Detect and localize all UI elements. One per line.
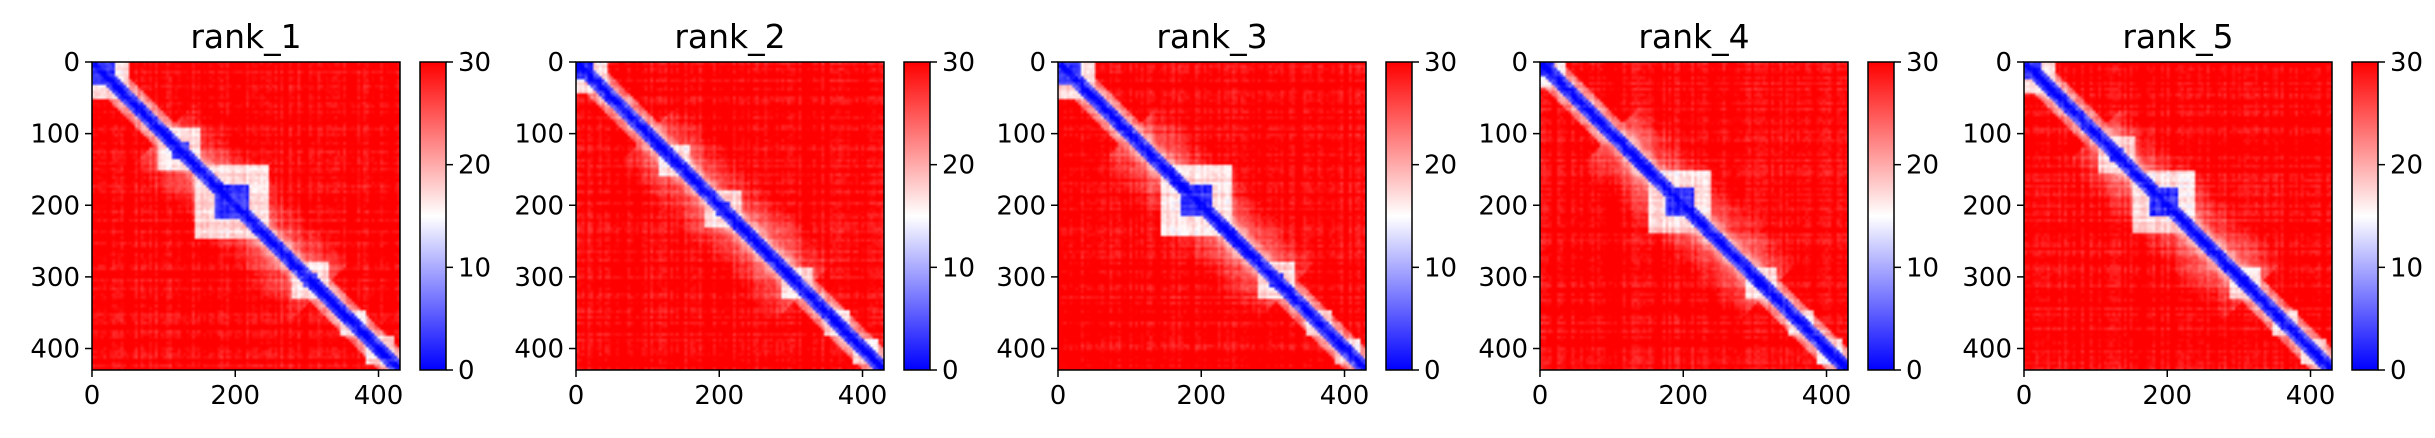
y-tick-label: 300 <box>514 263 564 293</box>
colorbar-tick-label: 20 <box>458 151 491 181</box>
colorbar <box>2351 61 2379 371</box>
x-tick-label: 0 <box>1050 381 1067 411</box>
x-tick-label: 0 <box>1532 381 1549 411</box>
x-tick-label: 200 <box>2142 381 2192 411</box>
colorbar-tick-label: 10 <box>1906 253 1939 283</box>
x-tick-label: 400 <box>1802 381 1852 411</box>
y-tick-label: 100 <box>996 120 1046 150</box>
x-tick-label: 400 <box>1320 381 1370 411</box>
colorbar-tick-label: 0 <box>458 356 475 386</box>
colorbar <box>903 61 931 371</box>
y-tick-label: 100 <box>30 120 80 150</box>
y-tick-label: 0 <box>1511 48 1528 78</box>
x-tick-label: 200 <box>694 381 744 411</box>
colorbar-tick-label: 30 <box>1424 48 1457 78</box>
axes-frame <box>1539 61 1849 371</box>
x-tick-label: 0 <box>84 381 101 411</box>
x-tick-label: 200 <box>1658 381 1708 411</box>
heatmap-cells <box>2024 62 2332 370</box>
colorbar-tick-label: 30 <box>942 48 975 78</box>
colorbar-tick-label: 0 <box>2390 356 2407 386</box>
panel-title: rank_1 <box>190 17 301 56</box>
heatmap-cells <box>1540 62 1848 370</box>
axes-frame <box>575 61 885 371</box>
y-tick-label: 0 <box>547 48 564 78</box>
y-tick-label: 300 <box>996 263 1046 293</box>
y-tick-label: 200 <box>996 191 1046 221</box>
x-tick-label: 400 <box>354 381 404 411</box>
y-tick-label: 100 <box>1478 120 1528 150</box>
x-tick-label: 400 <box>2286 381 2336 411</box>
y-tick-label: 300 <box>1962 263 2012 293</box>
axes-frame <box>91 61 401 371</box>
panel-title: rank_4 <box>1638 17 1749 56</box>
y-tick-label: 200 <box>30 191 80 221</box>
heatmap-cells <box>1058 62 1366 370</box>
colorbar-tick-label: 10 <box>1424 253 1457 283</box>
colorbar-tick-label: 10 <box>2390 253 2423 283</box>
colorbar-tick-label: 0 <box>1424 356 1441 386</box>
colorbar-tick-label: 0 <box>1906 356 1923 386</box>
y-tick-label: 400 <box>30 335 80 365</box>
x-tick-label: 400 <box>838 381 888 411</box>
y-tick-label: 0 <box>1995 48 2012 78</box>
colorbar-tick-label: 10 <box>942 253 975 283</box>
x-tick-label: 200 <box>1176 381 1226 411</box>
y-tick-label: 0 <box>1029 48 1046 78</box>
heatmap-cells <box>576 62 884 370</box>
colorbar-tick-label: 20 <box>1424 151 1457 181</box>
y-tick-label: 200 <box>1962 191 2012 221</box>
panel-title: rank_5 <box>2122 17 2233 56</box>
colorbar <box>1385 61 1413 371</box>
y-tick-label: 400 <box>1478 335 1528 365</box>
y-tick-label: 400 <box>514 335 564 365</box>
y-tick-label: 0 <box>63 48 80 78</box>
axes-frame <box>1057 61 1367 371</box>
panel-title: rank_2 <box>674 17 785 56</box>
y-tick-label: 300 <box>1478 263 1528 293</box>
y-tick-label: 400 <box>1962 335 2012 365</box>
colorbar <box>419 61 447 371</box>
y-tick-label: 400 <box>996 335 1046 365</box>
colorbar-tick-label: 20 <box>942 151 975 181</box>
y-tick-label: 200 <box>514 191 564 221</box>
panel-title: rank_3 <box>1156 17 1267 56</box>
colorbar-tick-label: 20 <box>2390 151 2423 181</box>
colorbar <box>1867 61 1895 371</box>
x-tick-label: 200 <box>210 381 260 411</box>
y-tick-label: 100 <box>1962 120 2012 150</box>
heatmap-cells <box>92 62 400 370</box>
axes-frame <box>2023 61 2333 371</box>
colorbar-tick-label: 30 <box>2390 48 2423 78</box>
colorbar-tick-label: 10 <box>458 253 491 283</box>
y-tick-label: 200 <box>1478 191 1528 221</box>
colorbar-tick-label: 0 <box>942 356 959 386</box>
colorbar-tick-label: 30 <box>458 48 491 78</box>
x-tick-label: 0 <box>568 381 585 411</box>
colorbar-tick-label: 30 <box>1906 48 1939 78</box>
y-tick-label: 300 <box>30 263 80 293</box>
colorbar-tick-label: 20 <box>1906 151 1939 181</box>
y-tick-label: 100 <box>514 120 564 150</box>
x-tick-label: 0 <box>2016 381 2033 411</box>
